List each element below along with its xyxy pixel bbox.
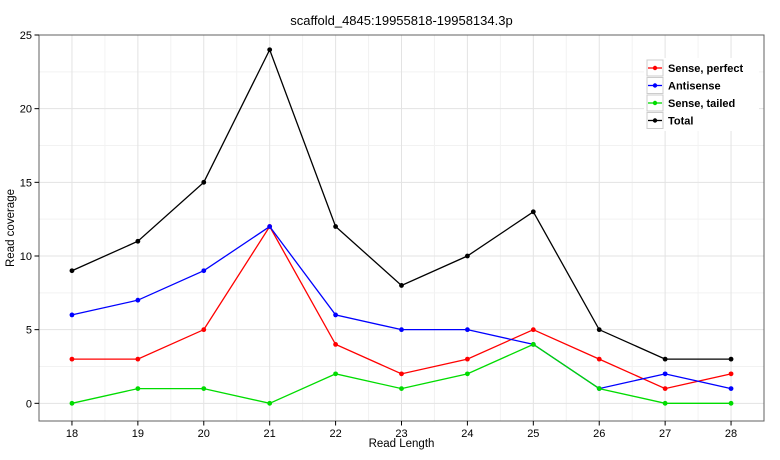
data-point <box>201 268 207 274</box>
y-tick-label: 25 <box>20 30 32 42</box>
data-point <box>465 371 470 377</box>
x-tick-label: 22 <box>329 428 341 440</box>
data-point <box>596 356 602 362</box>
data-point <box>69 268 75 274</box>
data-point <box>596 386 602 391</box>
x-tick-label: 21 <box>264 428 276 440</box>
data-point <box>465 356 470 362</box>
data-point <box>728 386 734 391</box>
legend-key-point <box>652 100 658 106</box>
data-point <box>662 400 668 406</box>
data-point <box>399 386 404 391</box>
y-tick-label: 20 <box>20 104 32 116</box>
legend-label: Sense, perfect <box>668 63 744 75</box>
data-point <box>530 327 536 333</box>
legend-key-point <box>652 118 658 123</box>
y-tick-label: 10 <box>20 251 32 263</box>
data-point <box>465 327 470 333</box>
data-point <box>728 400 734 406</box>
legend-key-point <box>652 65 658 71</box>
data-point <box>267 224 273 229</box>
data-point <box>333 224 338 229</box>
x-tick-label: 18 <box>66 428 78 440</box>
x-tick-label: 20 <box>198 428 210 440</box>
data-point <box>201 386 207 391</box>
data-point <box>399 371 404 377</box>
x-tick-label: 28 <box>725 428 737 440</box>
data-point <box>333 371 338 377</box>
data-point <box>662 386 668 391</box>
y-tick-label: 5 <box>26 325 32 337</box>
data-point <box>530 341 536 347</box>
x-tick-label: 19 <box>132 428 144 440</box>
data-point <box>135 297 141 303</box>
y-axis-label: Read coverage <box>5 189 17 267</box>
data-point <box>135 238 141 244</box>
x-tick-label: 26 <box>593 428 605 440</box>
data-point <box>69 356 75 362</box>
data-point <box>69 400 75 406</box>
data-point <box>596 327 602 333</box>
x-axis-label: Read Length <box>369 438 435 450</box>
x-tick-label: 24 <box>461 428 473 440</box>
data-point <box>69 312 75 318</box>
legend-key-point <box>652 83 658 88</box>
data-point <box>399 283 404 288</box>
data-point <box>662 371 668 377</box>
data-point <box>728 356 734 362</box>
x-tick-label: 27 <box>659 428 671 440</box>
data-point <box>399 327 404 333</box>
data-point <box>135 356 141 362</box>
x-tick-label: 23 <box>395 428 407 440</box>
data-point <box>333 312 338 318</box>
data-point <box>201 179 207 185</box>
data-point <box>135 386 141 391</box>
x-tick-label: 25 <box>527 428 539 440</box>
chart-title: scaffold_4845:19955818-19958134.3p <box>290 13 512 28</box>
y-tick-label: 15 <box>20 177 32 189</box>
data-point <box>662 356 668 362</box>
data-point <box>267 47 273 53</box>
data-point <box>465 253 470 259</box>
data-point <box>267 400 273 406</box>
data-point <box>530 209 536 215</box>
y-tick-label: 0 <box>26 398 32 410</box>
legend-label: Antisense <box>668 81 721 93</box>
data-point <box>333 341 338 347</box>
legend-label: Total <box>668 116 693 128</box>
data-point <box>728 371 734 377</box>
legend-label: Sense, tailed <box>668 98 735 110</box>
data-point <box>201 327 207 333</box>
